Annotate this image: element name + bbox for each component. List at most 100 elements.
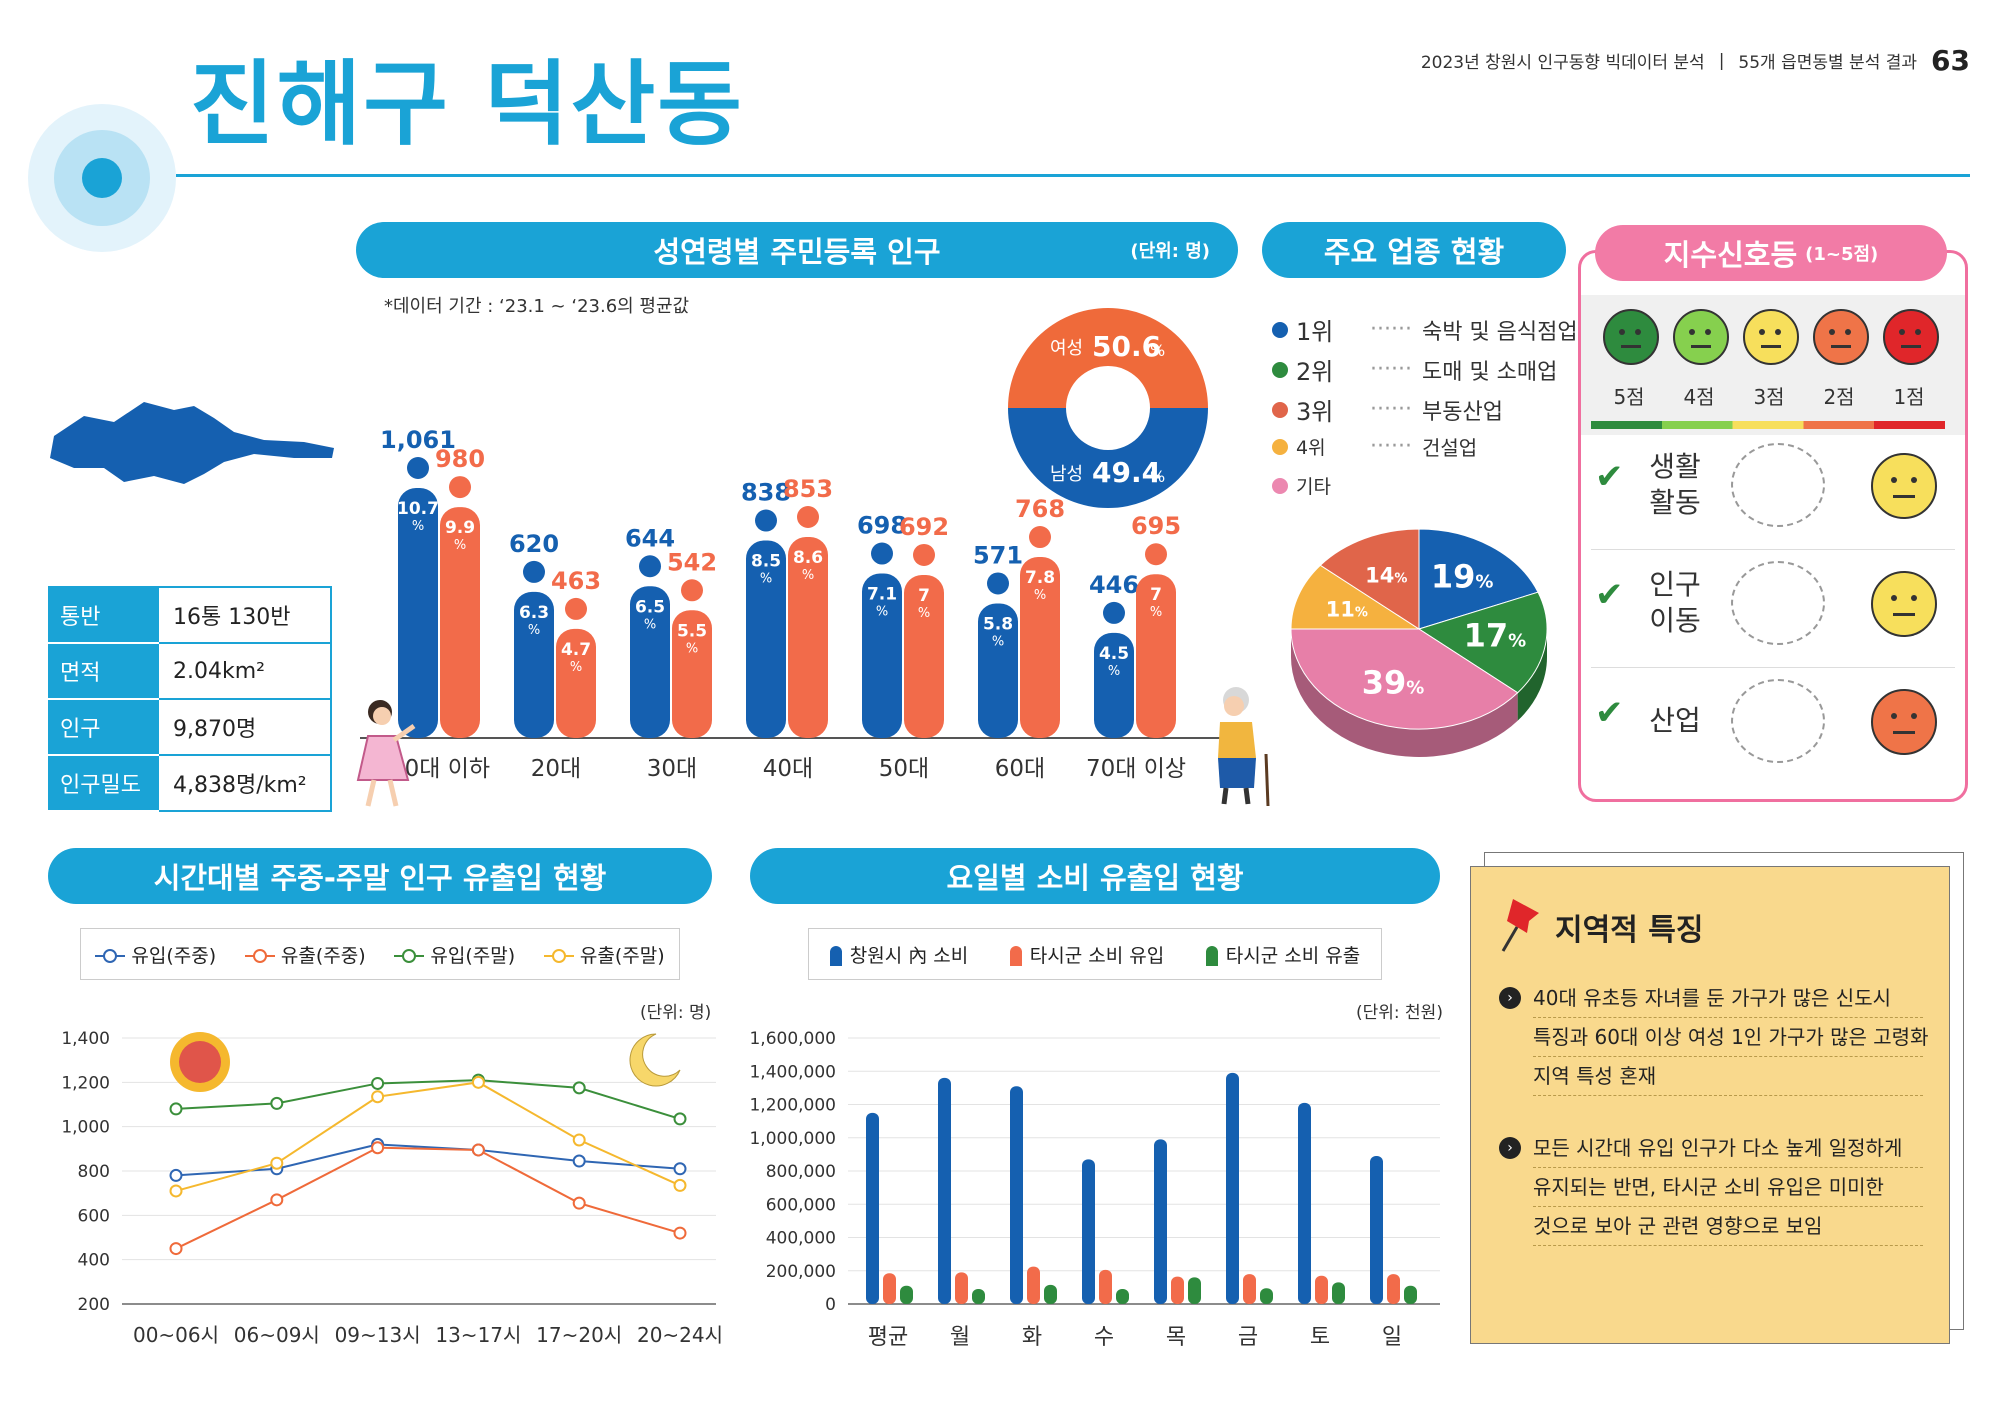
feature-item: 모든 시간대 유입 인구가 다소 높게 일정하게 유지되는 반면, 타시군 소비 …: [1533, 1129, 1923, 1246]
male-head: [639, 555, 661, 578]
activity-illustration-icon: [1731, 443, 1825, 527]
male-head: [871, 542, 893, 565]
slice-pct: %: [1475, 571, 1493, 592]
pct-sign: %: [570, 660, 582, 675]
legend-marker-icon: [95, 949, 126, 963]
pie-side: [1517, 629, 1547, 721]
legend-dot-icon: [1272, 477, 1288, 494]
legend-label: 유출(주중): [280, 944, 366, 967]
face-eye: [1705, 329, 1711, 335]
item-divider: [1591, 549, 1955, 550]
value-label: 446: [1089, 571, 1139, 599]
face-eye: [1891, 595, 1897, 601]
male-label: 남성: [1050, 464, 1083, 485]
chevron-right-icon: ›: [1499, 1137, 1521, 1159]
bar: [1260, 1288, 1273, 1304]
bar: [1370, 1156, 1383, 1304]
hourly-title: 시간대별 주중-주말 인구 유출입 현황: [153, 861, 607, 895]
face-eye: [1829, 329, 1835, 335]
hourly-unit: (단위: 명): [640, 1003, 712, 1023]
legend-marker-icon: [244, 949, 275, 963]
daily-legend: 창원시 內 소비 타시군 소비 유입 타시군 소비 유출: [808, 928, 1382, 980]
category-label: 20대: [531, 756, 581, 782]
female-pct: %: [1150, 341, 1165, 360]
legend-rank: 기타: [1296, 476, 1331, 498]
hourly-header: 시간대별 주중-주말 인구 유출입 현황: [48, 848, 712, 904]
feature-panel: 지역적 특징 › 40대 유초등 자녀를 둔 가구가 많은 신도시 특징과 60대 …: [1470, 866, 1950, 1344]
female-bar: [1020, 557, 1060, 738]
feature-title: 지역적 특징: [1555, 913, 1704, 948]
slice-label: 19%: [1431, 557, 1494, 595]
x-tick-label: 목: [1166, 1325, 1186, 1350]
value-label: 853: [783, 475, 833, 503]
face-eye: [1845, 329, 1851, 335]
data-point: [572, 1081, 586, 1095]
data-point: [371, 1076, 385, 1090]
x-tick-label: 일: [1382, 1325, 1402, 1350]
bar: [900, 1285, 913, 1304]
report-name: 2023년 창원시 인구동향 빅데이터 분석: [1420, 53, 1705, 73]
female-share-label: 여성 50.6 %: [1050, 330, 1165, 363]
data-point: [471, 1075, 485, 1089]
slice-value: 19: [1431, 557, 1476, 595]
item-divider: [1591, 667, 1955, 668]
legend-dot-icon: [1272, 321, 1288, 338]
pie-slice: [1290, 628, 1519, 730]
legend-item: 타시군 소비 유출: [1205, 941, 1360, 968]
face-eye: [1899, 329, 1905, 335]
legend-label: 창원시 內 소비: [849, 944, 969, 967]
data-point: [169, 1184, 183, 1198]
legend-marker-icon: [543, 949, 574, 963]
industry-legend-item: 3위 ······ 부동산업: [1272, 392, 1503, 427]
legend-name: 숙박 및 음식점업: [1421, 319, 1578, 345]
x-tick-label: 20~24시: [637, 1323, 723, 1347]
value-label: 980: [435, 445, 485, 473]
pct-sign: %: [1150, 605, 1162, 620]
signal-range: (1~5점): [1805, 244, 1879, 265]
pct-label: 5.8: [983, 614, 1013, 634]
signal-face-icon: [1871, 689, 1937, 755]
info-key: 인구밀도: [48, 754, 159, 812]
pct-label: 8.5: [751, 552, 781, 572]
legend-rank: 3위: [1296, 398, 1334, 426]
population-note: *데이터 기간 : ‘23.1 ~ ‘23.6의 평균값: [384, 296, 690, 317]
value-label: 692: [899, 513, 949, 541]
face-mouth: [1893, 495, 1915, 498]
feature-line: 특징과 60대 이상 여성 1인 가구가 많은 고령화: [1533, 1018, 1928, 1057]
category-line: 활동: [1649, 486, 1701, 519]
value-label: 838: [741, 479, 791, 507]
y-tick-label: 600,000: [766, 1195, 836, 1215]
y-tick-label: 400: [78, 1251, 110, 1271]
category-line: 생활: [1649, 450, 1701, 483]
bar: [1044, 1284, 1057, 1304]
data-point: [270, 1156, 284, 1170]
sun-icon: [170, 1032, 230, 1092]
legend-leader: ······: [1370, 357, 1412, 382]
feature-line: 유지되는 반면, 타시군 소비 유입은 미미한: [1533, 1168, 1923, 1207]
data-point: [169, 1242, 183, 1256]
y-tick-label: 600: [78, 1206, 110, 1226]
legend-item: 유입(주중): [95, 941, 216, 968]
male-bar: [514, 591, 554, 738]
legend-swatch-icon: [1205, 946, 1218, 966]
y-tick-label: 0: [825, 1295, 836, 1315]
info-value: 2.04km²: [157, 642, 332, 700]
industry-title: 주요 업종 현황: [1323, 235, 1505, 269]
data-point: [673, 1112, 687, 1126]
face-mouth: [1901, 345, 1921, 348]
legend-dot-icon: [1272, 438, 1288, 455]
population-unit: (단위: 명): [1130, 241, 1210, 262]
legend-label: 유입(주말): [430, 944, 516, 967]
region-map-icon: [50, 402, 334, 484]
pct-label: 7: [1150, 585, 1162, 605]
category-label: 70대 이상: [1086, 756, 1186, 782]
category-line: 산업: [1649, 704, 1701, 737]
face-mouth: [1831, 345, 1851, 348]
pct-label: 7.8: [1025, 568, 1055, 588]
daily-bar-chart: 1,600,000 1,400,000 1,200,000 1,000,000 800,…: [749, 1029, 1440, 1350]
bar: [1243, 1274, 1256, 1304]
info-value: 4,838명/km²: [157, 754, 332, 812]
male-head: [523, 560, 545, 583]
separator: |: [1718, 50, 1725, 71]
child-icon: [356, 700, 416, 807]
